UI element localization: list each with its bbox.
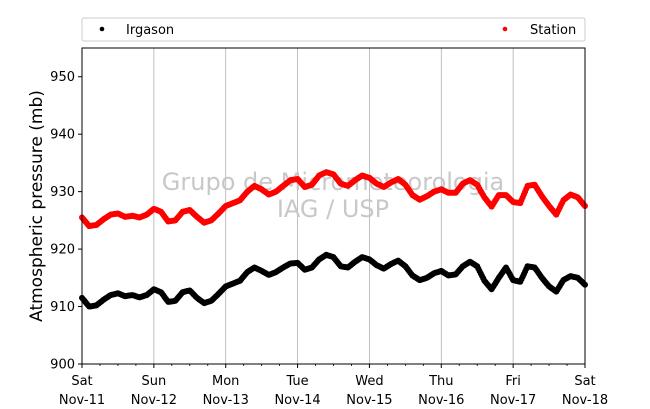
x-tick-label-day: Sat [71,374,92,389]
x-tick-label-day: Tue [285,374,308,389]
y-tick-label: 940 [50,128,75,143]
series-layer [79,169,588,310]
y-tick-label: 920 [50,243,75,258]
legend-marker-irgason [99,26,105,32]
y-axis-label: Atmospheric pressure (mb) [27,90,47,322]
x-tick-label-day: Wed [355,374,383,389]
watermark-line-2: IAG / USP [277,195,389,223]
y-tick-label: 950 [50,70,75,85]
x-tick-label-day: Sun [141,374,166,389]
y-tick-label: 900 [50,358,75,373]
x-tick-label-date: Nov-14 [274,393,320,408]
axis-layer: Sat Nov-11 Sun Nov-12 Mon Nov-13 Tue Nov-14 Wed N… [50,70,608,408]
y-tick-label: 930 [50,185,75,200]
legend-marker-station [502,26,508,32]
x-tick-label-day: Fri [505,374,521,389]
x-tick-label-date: Nov-17 [490,393,536,408]
legend: Irgason Station [81,17,586,42]
series-irgason [79,251,588,310]
x-tick-label-date: Nov-11 [59,393,105,408]
legend-frame [81,17,586,42]
grid-layer [153,48,514,364]
x-tick-label-date: Nov-16 [418,393,464,408]
x-tick-label-day: Sat [574,374,595,389]
x-tick-label-day: Thu [428,374,453,389]
x-tick-label-date: Nov-12 [131,393,177,408]
legend-label-station: Station [530,23,576,38]
legend-label-irgason: Irgason [126,23,174,38]
x-tick-label-date: Nov-15 [346,393,392,408]
y-tick-label: 910 [50,300,75,315]
series-station [79,169,588,230]
x-tick-label-day: Mon [212,374,239,389]
x-tick-label-date: Nov-18 [562,393,608,408]
x-tick-label-date: Nov-13 [203,393,249,408]
